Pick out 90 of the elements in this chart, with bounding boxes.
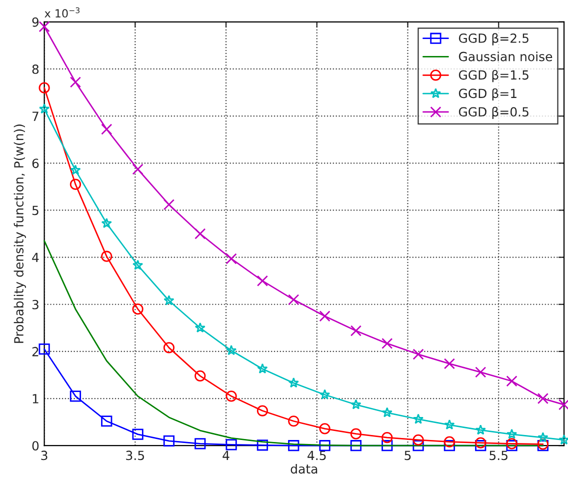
point	[101, 124, 112, 135]
x-tick-label: 5.5	[490, 450, 508, 460]
y-tick-label: 3	[32, 300, 38, 310]
x-tick-label: 4	[222, 450, 230, 460]
point	[101, 218, 112, 228]
point	[132, 428, 144, 440]
point	[70, 390, 82, 402]
y-axis-title: Probablity density function, P(w(n))	[14, 124, 26, 343]
point	[506, 428, 518, 439]
point	[319, 423, 330, 434]
y-tick-label: 6	[32, 158, 39, 168]
point	[38, 344, 50, 355]
x-tick-label: 5	[404, 450, 411, 460]
point	[256, 440, 268, 451]
y-tick-label: 5	[32, 206, 38, 216]
point	[288, 294, 300, 306]
point	[412, 440, 424, 452]
point	[132, 260, 144, 270]
point	[226, 390, 237, 402]
x-tick-label: 4.5	[308, 450, 326, 460]
point	[382, 338, 393, 350]
point	[288, 440, 300, 452]
point	[350, 440, 362, 452]
legend-label: GGD β=1.5	[458, 70, 528, 82]
point	[70, 178, 82, 190]
point	[350, 325, 362, 336]
y-tick-label: 9	[32, 17, 39, 27]
point	[70, 164, 81, 175]
point	[382, 407, 392, 418]
y-tick-label: 7	[32, 112, 38, 121]
point	[475, 366, 486, 378]
point	[70, 76, 82, 88]
x-tick-label: 3	[41, 450, 48, 460]
point	[256, 275, 268, 286]
y-tick-label: 8	[32, 64, 39, 74]
point	[163, 342, 175, 354]
point	[475, 437, 486, 448]
y-tick-label: 4	[32, 252, 39, 262]
point	[101, 416, 112, 427]
point	[163, 199, 175, 210]
legend-label: GGD β=0.5	[458, 106, 528, 119]
point	[412, 434, 424, 446]
point	[194, 438, 206, 450]
point	[537, 392, 548, 404]
point	[319, 310, 330, 322]
point	[412, 348, 424, 360]
point	[350, 428, 362, 440]
point	[382, 432, 393, 444]
point	[38, 82, 50, 94]
point	[257, 363, 268, 374]
point	[132, 164, 144, 175]
point	[256, 405, 268, 416]
point	[382, 440, 393, 452]
x-axis-title: data	[290, 464, 318, 474]
point	[475, 424, 486, 435]
point	[288, 377, 299, 388]
point	[194, 228, 206, 240]
point	[226, 344, 237, 356]
point	[132, 304, 144, 315]
point	[475, 440, 486, 452]
point	[412, 414, 424, 424]
legend-label: GGD β=1	[458, 88, 516, 101]
point	[163, 435, 175, 446]
y-tick-label: 2	[32, 346, 38, 356]
x-tick-label: 3.5	[126, 450, 144, 460]
point	[538, 432, 548, 442]
text: x 10$^{−3}$	[44, 7, 80, 18]
point	[288, 416, 300, 427]
point	[444, 419, 455, 430]
y-tick-label: 0	[32, 441, 39, 451]
point	[319, 389, 330, 400]
legend-label: GGD β=2.5	[458, 33, 528, 46]
point	[350, 399, 362, 410]
legend-label: Gaussian noise	[458, 52, 552, 62]
point	[226, 253, 237, 264]
point	[38, 21, 50, 32]
point	[226, 439, 237, 450]
point	[194, 322, 206, 333]
point	[558, 434, 568, 445]
y-tick-label: 1	[32, 394, 38, 404]
point	[506, 376, 518, 387]
point	[444, 358, 456, 370]
point	[101, 250, 112, 262]
point	[444, 440, 456, 452]
point	[194, 370, 206, 382]
point	[319, 440, 330, 452]
point	[164, 295, 174, 306]
point	[558, 399, 568, 410]
point	[38, 103, 50, 114]
point	[444, 436, 456, 448]
